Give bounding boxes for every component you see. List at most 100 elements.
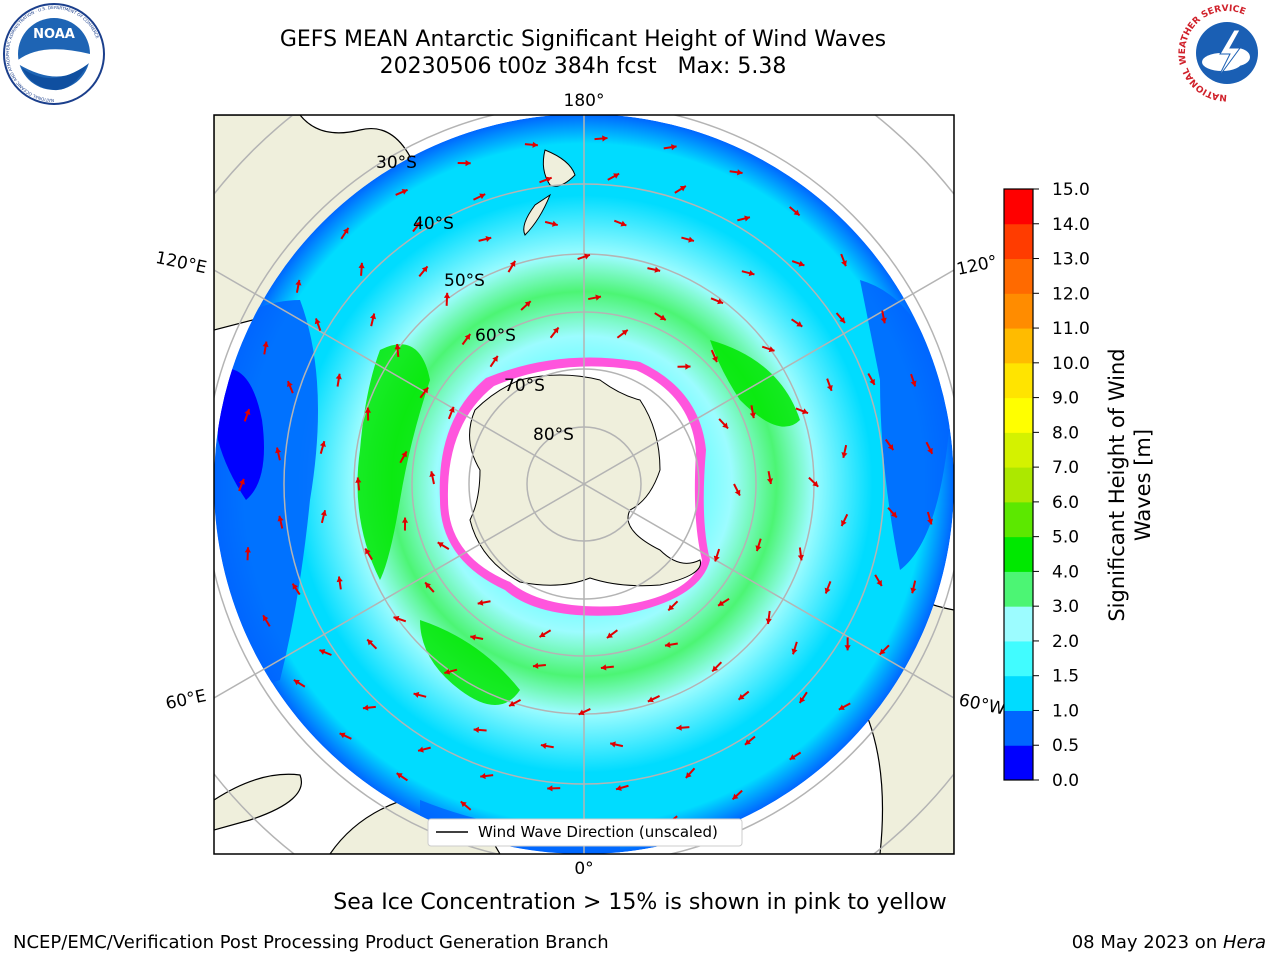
colorbar-segment	[1004, 189, 1033, 225]
wave-direction-arrowhead	[797, 554, 804, 561]
wave-direction-arrowhead	[547, 785, 553, 792]
colorbar-tick-label: 9.0	[1052, 389, 1079, 409]
wave-direction-arrowhead	[610, 741, 616, 748]
wave-direction-arrowhead	[422, 387, 429, 394]
colorbar-tick-label: 7.0	[1052, 458, 1079, 478]
wave-direction-arrowhead	[370, 313, 377, 320]
wave-direction-arrowhead	[722, 422, 729, 429]
wave-direction-arrowhead	[532, 141, 538, 148]
colorbar-segment	[1004, 501, 1033, 538]
wave-direction-arrowhead	[600, 664, 607, 671]
wave-direction-arrowhead	[393, 615, 400, 622]
wave-direction-arrowhead	[262, 341, 269, 348]
wave-direction-arrowhead	[275, 447, 282, 454]
wave-direction-arrowhead	[654, 266, 661, 273]
wave-direction-arrowhead	[365, 548, 371, 555]
wave-direction-arrowhead	[578, 709, 585, 716]
wave-direction-arrowhead	[448, 406, 455, 413]
lat-label-60s: 60°S	[475, 326, 516, 346]
colorbar-segment	[1004, 571, 1033, 607]
lon-label-60e: 60°E	[164, 686, 208, 714]
wave-direction-arrowhead	[685, 772, 692, 778]
wave-direction-arrowhead	[485, 235, 492, 242]
wave-direction-arrowhead	[738, 694, 745, 700]
wave-direction-arrowhead	[839, 317, 845, 323]
wave-direction-arrowhead	[744, 739, 751, 745]
colorbar-segment	[1004, 223, 1033, 260]
wave-direction-arrowhead	[793, 209, 800, 216]
wave-direction-arrowhead	[509, 260, 516, 267]
chart-subtitle: 20230506 t00z 384h fcst Max: 5.38	[379, 54, 787, 79]
colorbar-segment	[1004, 293, 1033, 329]
wave-direction-arrowhead	[335, 373, 342, 380]
wave-direction-arrowhead	[460, 801, 467, 808]
colorbar-tick-label: 1.5	[1052, 667, 1079, 687]
colorbar-tick-label: 2.0	[1052, 632, 1079, 652]
wave-direction-arrowhead	[239, 478, 245, 485]
wave-direction-arrowhead	[540, 742, 547, 749]
wave-direction-arrowhead	[744, 215, 750, 222]
wave-direction-arrowhead	[477, 599, 484, 606]
wave-direction-arrowhead	[688, 236, 694, 243]
wave-direction-arrowhead	[748, 270, 755, 277]
colorbar-segment	[1004, 467, 1033, 503]
wave-direction-arrowhead	[876, 580, 882, 587]
noaa-logo: NOAA NATIONAL OCEANIC AND ATMOSPHERIC AD…	[3, 3, 105, 105]
wave-direction-arrowhead	[891, 511, 897, 518]
wave-direction-arrowhead	[444, 668, 451, 675]
wave-direction-arrowhead	[766, 478, 774, 484]
wave-direction-arrowhead	[552, 327, 559, 334]
wave-direction-arrowhead	[621, 329, 628, 336]
wave-direction-arrowhead	[796, 321, 803, 327]
wave-direction-arrowhead	[712, 665, 719, 672]
wave-direction-arrowhead	[841, 452, 848, 458]
wave-direction-arrowhead	[613, 173, 620, 179]
wave-direction-arrowhead	[838, 704, 845, 710]
wave-direction-arrowhead	[712, 356, 718, 363]
lon-label-180: 180°	[564, 91, 605, 111]
madagascar-land	[214, 773, 302, 831]
chart-title: GEFS MEAN Antarctic Significant Height o…	[279, 27, 887, 52]
credit-date-text: 08 May 2023 on	[1071, 932, 1223, 953]
wave-direction-arrowhead	[524, 301, 531, 307]
wave-direction-arrowhead	[277, 515, 284, 522]
wave-direction-arrowhead	[443, 292, 451, 299]
wave-direction-arrowhead	[841, 260, 847, 267]
wave-direction-arrowhead	[755, 545, 762, 552]
colorbar-tick-label: 6.0	[1052, 493, 1079, 513]
lon-label-120w: 120°	[955, 252, 999, 280]
wave-direction-arrowhead	[664, 641, 671, 648]
colorbar-tick-label: 1.0	[1052, 701, 1079, 721]
wave-direction-arrowhead	[319, 441, 326, 447]
wave-direction-arrowhead	[799, 697, 806, 704]
wave-direction-arrowhead	[396, 773, 403, 779]
map-frame	[213, 114, 955, 855]
wave-direction-arrowhead	[595, 294, 601, 301]
wave-direction-arrowhead	[415, 221, 422, 228]
wave-direction-arrowhead	[339, 732, 346, 739]
legend-box	[427, 818, 743, 847]
colorbar-tick-label: 13.0	[1052, 250, 1090, 270]
wave-direction-arrowhead	[364, 407, 372, 413]
colorbar-segment	[1004, 258, 1033, 294]
legend-label: Wind Wave Direction (unscaled)	[478, 823, 718, 841]
wave-direction-arrowhead	[479, 193, 486, 200]
lat-label-50s: 50°S	[444, 271, 485, 291]
wave-direction-arrowhead	[679, 186, 686, 192]
colorbar-tick-label: 5.0	[1052, 528, 1079, 548]
wave-direction-arrowhead	[616, 784, 622, 791]
wave-direction-arrowhead	[319, 649, 326, 655]
wave-direction-arrowhead	[671, 144, 677, 151]
wave-direction-arrowhead	[367, 639, 374, 646]
lat-label-30s: 30°S	[376, 153, 417, 173]
colorbar-tick-label: 14.0	[1052, 215, 1090, 235]
colorbar-ticks: 0.0 0.5 1.0 1.5 2.0 3.0 4.0 5.0 6.0 7.0 8.0 9.0 10.0…	[1033, 180, 1090, 791]
wave-direction-arrowhead	[401, 188, 408, 195]
wave-direction-arrowhead	[732, 793, 739, 800]
wave-direction-arrowhead	[425, 582, 431, 589]
wave-direction-arrowhead	[394, 344, 401, 350]
credit-host: Hera	[1222, 932, 1266, 953]
wave-direction-arrowhead	[602, 135, 608, 142]
colorbar-segment	[1004, 640, 1033, 677]
